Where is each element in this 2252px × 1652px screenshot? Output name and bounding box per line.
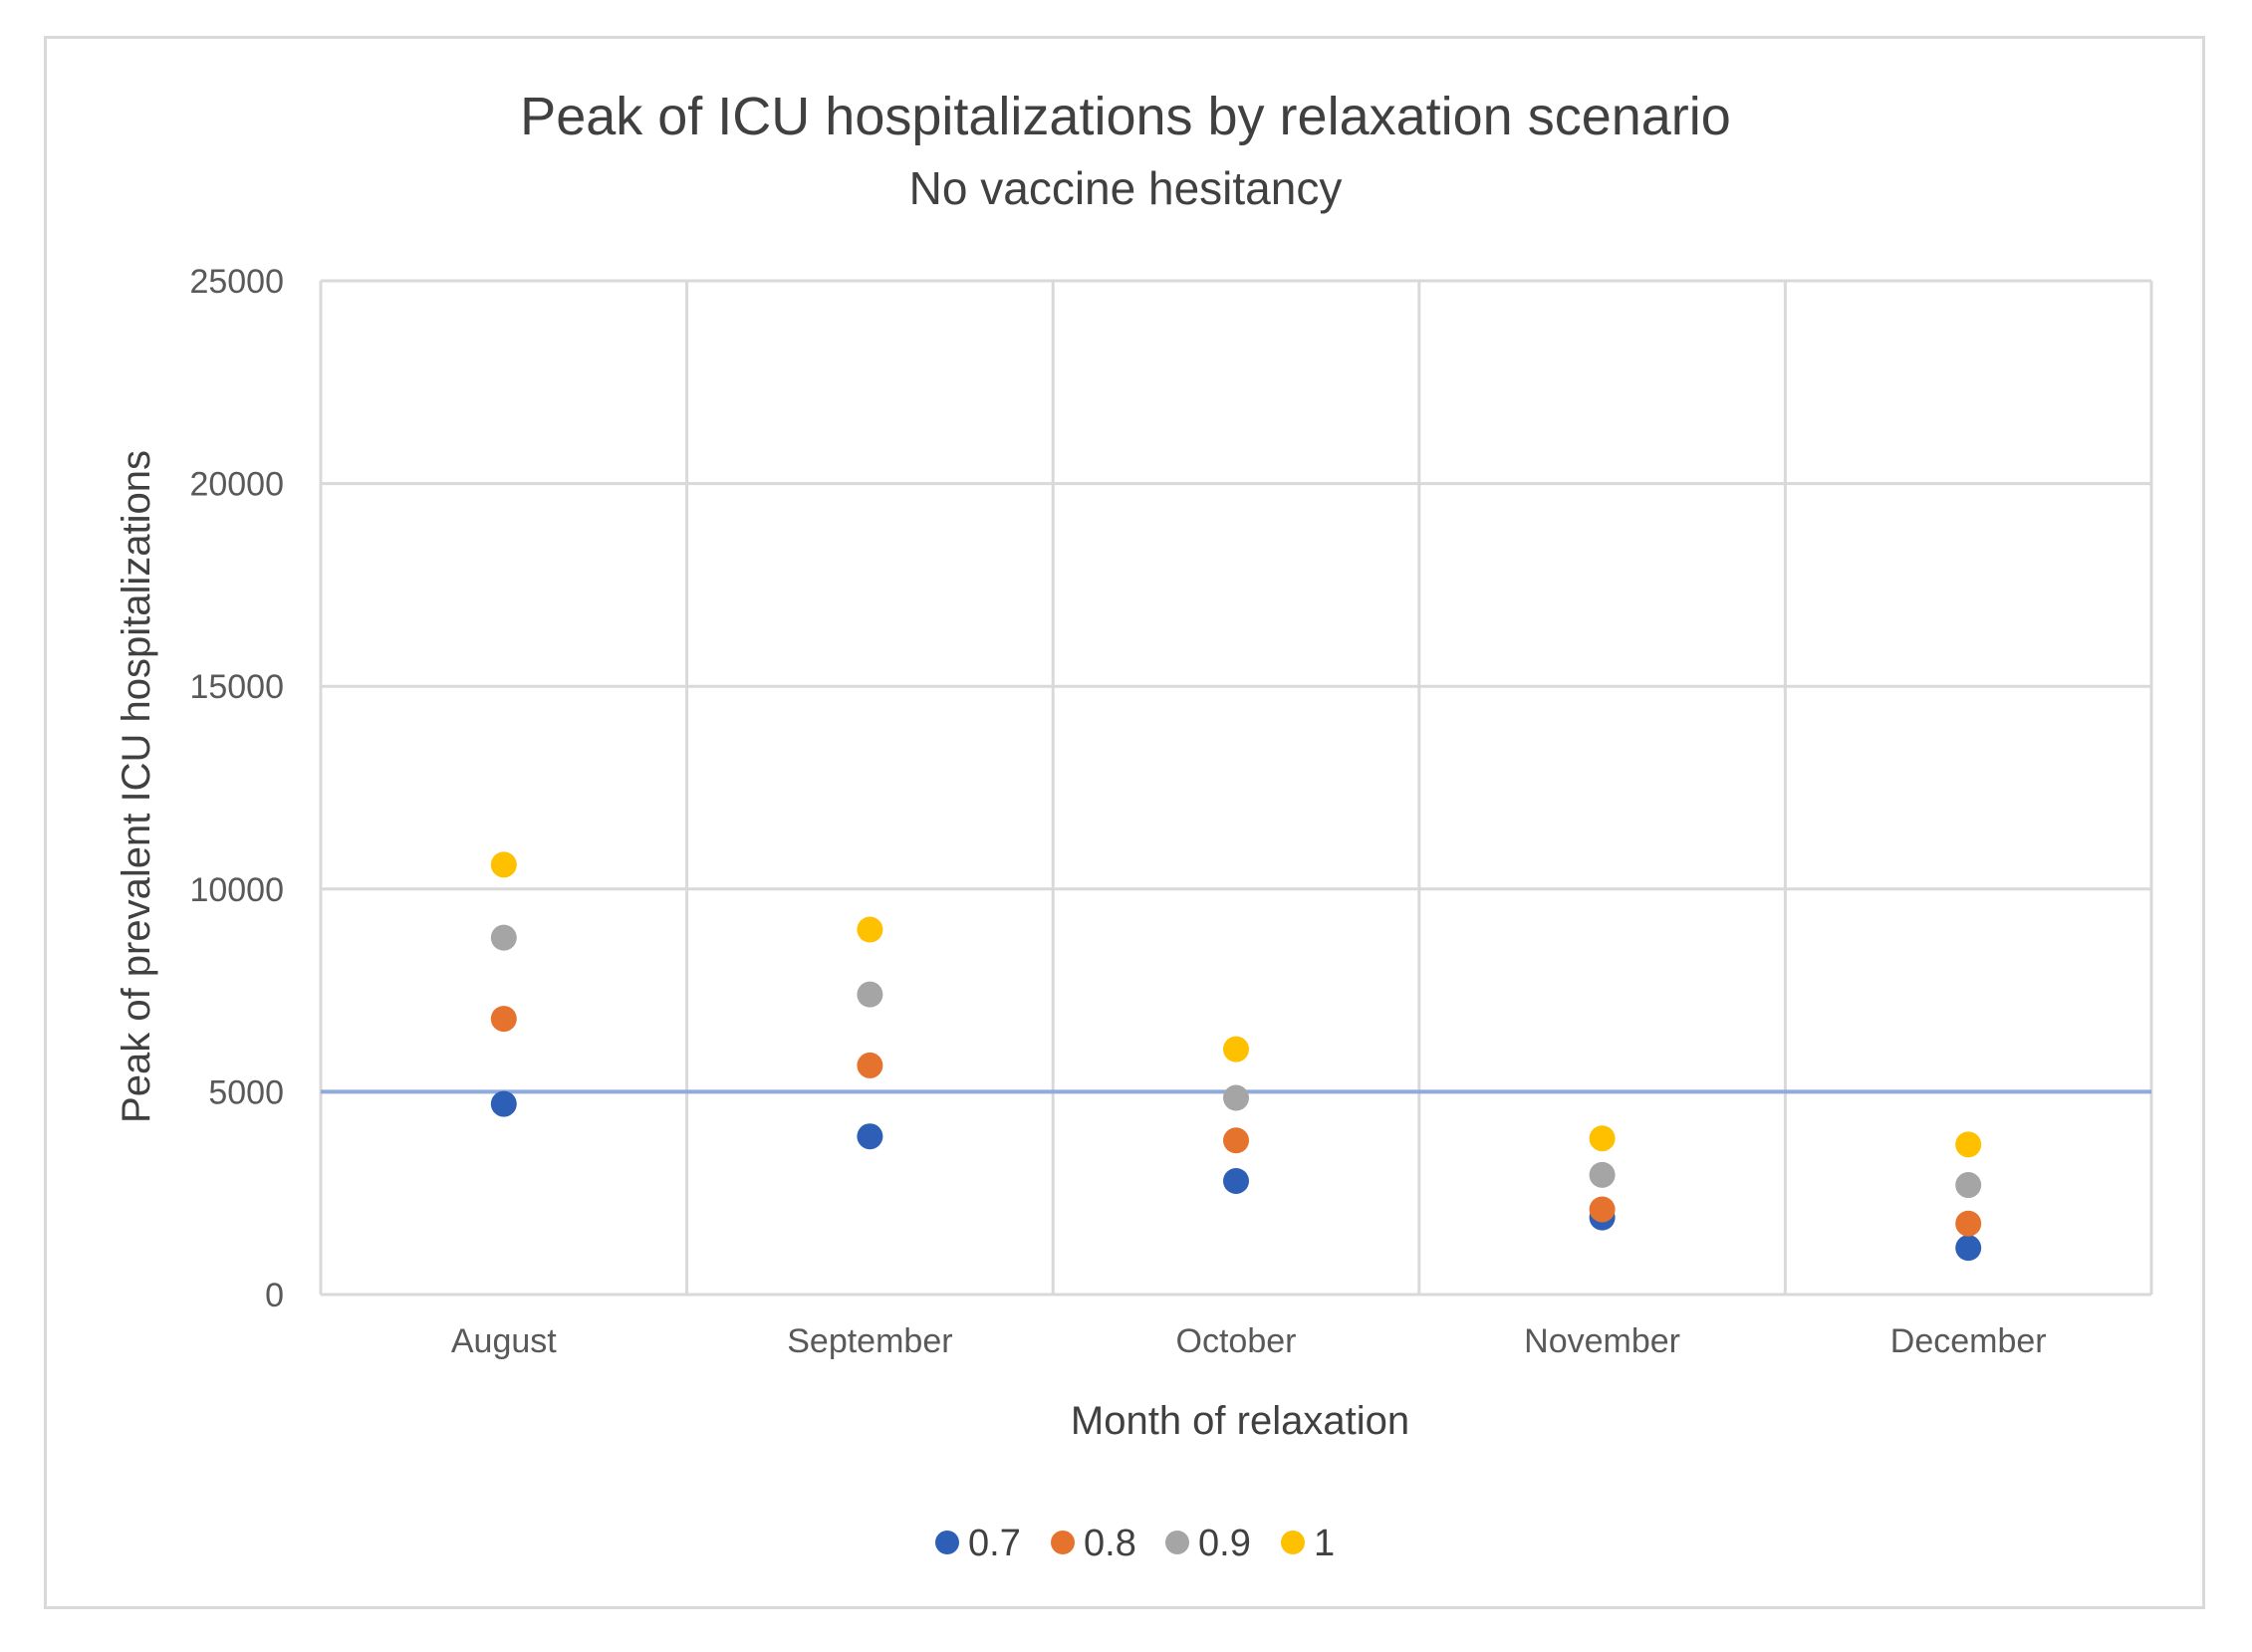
x-tick-label: August xyxy=(451,1322,557,1360)
data-point-0-8 xyxy=(1223,1127,1249,1154)
y-tick-label: 15000 xyxy=(189,668,284,706)
y-tick-label: 10000 xyxy=(189,871,284,909)
data-point-0-7 xyxy=(490,1090,517,1117)
data-point-0-9 xyxy=(1223,1084,1249,1111)
data-point-0-9 xyxy=(490,924,517,951)
legend-marker xyxy=(1281,1531,1305,1554)
legend-marker xyxy=(1051,1531,1075,1554)
tick-labels: 0 5000 10000 15000 20000 25000 August September… xyxy=(189,263,2046,1360)
data-point-0-9 xyxy=(1589,1161,1616,1188)
data-point-0-8 xyxy=(1589,1196,1616,1223)
data-point-0-7 xyxy=(1955,1235,1982,1262)
data-point-0-7 xyxy=(857,1123,883,1150)
x-tick-label: December xyxy=(1890,1322,2047,1360)
data-point-1 xyxy=(857,916,883,943)
legend-label: 1 xyxy=(1314,1523,1335,1564)
y-tick-label: 0 xyxy=(265,1277,284,1314)
y-tick-label: 20000 xyxy=(189,466,284,504)
legend-label: 0.7 xyxy=(968,1523,1021,1564)
data-point-1 xyxy=(1589,1125,1616,1152)
legend: 0.7 0.8 0.9 1 xyxy=(935,1523,1335,1564)
data-point-0-9 xyxy=(1955,1172,1982,1199)
chart-subtitle: No vaccine hesitancy xyxy=(909,162,1343,214)
x-tick-label: November xyxy=(1524,1322,1680,1360)
y-tick-label: 5000 xyxy=(208,1073,284,1111)
data-point-1 xyxy=(1955,1131,1982,1158)
chart-frame xyxy=(44,36,2205,1609)
chart-title: Peak of ICU hospitalizations by relaxati… xyxy=(520,87,1731,146)
data-point-0-7 xyxy=(1223,1167,1249,1194)
data-point-0-8 xyxy=(857,1052,883,1078)
data-point-0-9 xyxy=(857,981,883,1008)
data-point-0-8 xyxy=(490,1006,517,1033)
legend-marker xyxy=(935,1531,959,1554)
data-point-1 xyxy=(1223,1036,1249,1062)
x-axis-label: Month of relaxation xyxy=(1071,1399,1409,1443)
x-tick-label: October xyxy=(1176,1322,1297,1360)
legend-label: 0.8 xyxy=(1084,1523,1136,1564)
legend-label: 0.9 xyxy=(1198,1523,1251,1564)
y-tick-label: 25000 xyxy=(189,263,284,301)
data-point-1 xyxy=(490,851,517,878)
x-tick-label: September xyxy=(787,1322,952,1360)
data-points xyxy=(490,851,1982,1262)
legend-marker xyxy=(1165,1531,1189,1554)
y-axis-label: Peak of prevalent ICU hospitalizations xyxy=(115,450,158,1123)
data-point-0-8 xyxy=(1955,1210,1982,1237)
